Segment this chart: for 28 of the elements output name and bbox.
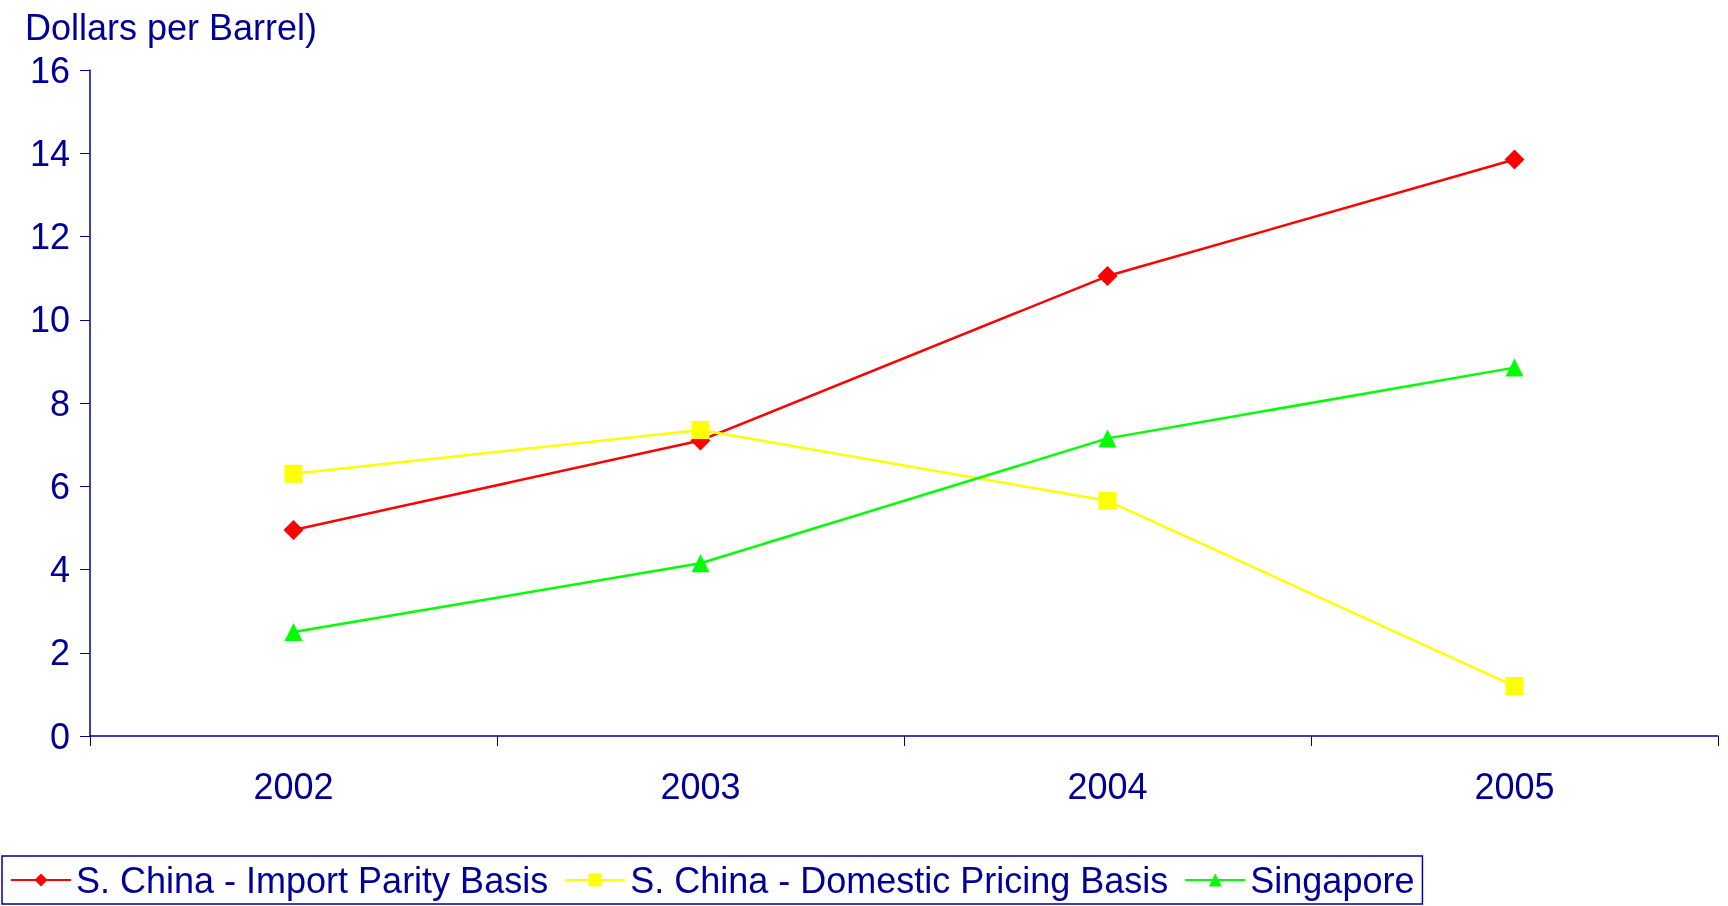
point bbox=[691, 421, 710, 440]
point bbox=[691, 554, 710, 573]
x-tick-label: 2002 bbox=[253, 765, 334, 807]
y-tick-label: 8 bbox=[49, 382, 70, 424]
point bbox=[283, 519, 304, 540]
y-tick-label: 4 bbox=[49, 549, 70, 590]
point bbox=[1505, 677, 1524, 696]
y-tick-label: 6 bbox=[49, 465, 70, 507]
point bbox=[1097, 266, 1118, 287]
y-tick-label: 0 bbox=[49, 715, 70, 757]
legend-label: S. China - Import Parity Basis bbox=[76, 859, 549, 901]
point bbox=[1098, 491, 1117, 510]
y-tick-label: 16 bbox=[29, 49, 70, 91]
point bbox=[1504, 149, 1525, 170]
legend-label: S. China - Domestic Pricing Basis bbox=[630, 859, 1169, 901]
y-tick-label: 2 bbox=[49, 632, 70, 674]
y-tick-label: 14 bbox=[29, 132, 70, 174]
point bbox=[1098, 429, 1117, 448]
legend-label: Singapore bbox=[1250, 859, 1415, 901]
point bbox=[284, 622, 303, 641]
x-tick-label: 2004 bbox=[1067, 765, 1148, 807]
point bbox=[284, 464, 303, 483]
x-tick-label: 2003 bbox=[660, 765, 741, 807]
x-tick-label: 2005 bbox=[1474, 765, 1555, 807]
y-tick-label: 12 bbox=[29, 216, 70, 257]
point bbox=[1505, 358, 1524, 377]
chart-title: Dollars per Barrel) bbox=[25, 6, 318, 48]
y-tick-label: 10 bbox=[29, 299, 70, 341]
